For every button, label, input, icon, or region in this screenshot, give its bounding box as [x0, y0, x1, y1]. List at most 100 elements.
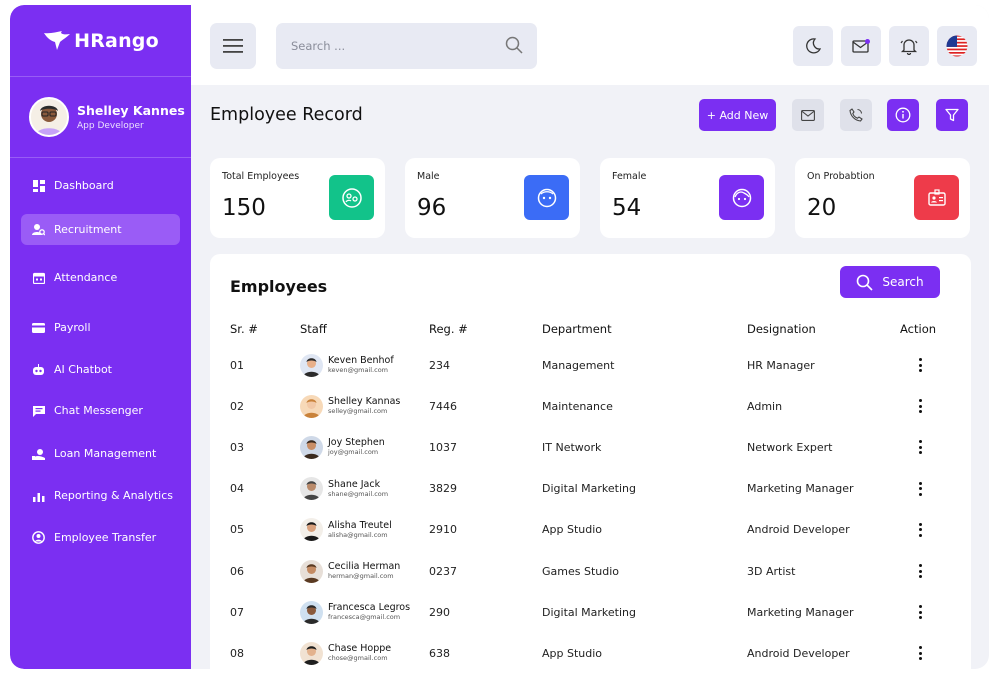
staff-email: herman@gmail.com [328, 572, 394, 580]
female-face-icon [719, 175, 764, 220]
reg-cell: 2910 [429, 523, 457, 537]
column-header-department[interactable]: Department [542, 322, 612, 336]
staff-name: Alisha Treutel [328, 519, 392, 531]
column-header-designation[interactable]: Designation [747, 322, 816, 336]
call-button[interactable] [840, 99, 872, 131]
sr-cell: 04 [230, 482, 244, 496]
bar-chart-icon [32, 489, 45, 502]
stat-label: Female [612, 171, 647, 182]
staff-name: Francesca Legros [328, 602, 411, 614]
stat-card-total-employees[interactable]: Total Employees 150 [210, 158, 385, 238]
reg-cell: 290 [429, 605, 450, 619]
staff-email: joy@gmail.com [328, 448, 379, 457]
page-title: Employee Record [210, 105, 363, 125]
stat-label: Total Employees [222, 171, 300, 182]
stat-value: 150 [222, 195, 266, 221]
more-vertical-icon[interactable] [914, 643, 926, 663]
search-input[interactable]: Search ... [276, 23, 537, 69]
filter-button[interactable] [936, 99, 968, 131]
dark-mode-button[interactable] [793, 26, 833, 66]
staff-email: alisha@gmail.com [328, 530, 388, 539]
avatar [300, 518, 323, 542]
avatar [29, 97, 69, 137]
designation-cell: Network Expert [747, 440, 833, 454]
sidebar-item-loan-management[interactable]: Loan Management [21, 438, 180, 469]
sidebar-item-label: Attendance [54, 271, 118, 284]
designation-cell: Android Developer [747, 646, 850, 660]
table-row[interactable]: 05 Alisha Treutel alisha@gmail.com 2910 … [210, 510, 971, 550]
staff-cell: Joy Stephen joy@gmail.com [300, 427, 385, 467]
row-actions [914, 551, 926, 591]
staff-email: chose@gmail.com [328, 654, 388, 663]
sidebar-item-label: Payroll [54, 321, 91, 334]
hamburger-icon [223, 39, 243, 53]
sidebar-item-label: Employee Transfer [54, 531, 157, 544]
sidebar-item-payroll[interactable]: Payroll [21, 312, 180, 343]
user-profile[interactable]: Shelley Kannes App Developer [10, 77, 191, 158]
sidebar-item-attendance[interactable]: Attendance [21, 262, 180, 293]
logo[interactable]: HRango [10, 5, 191, 77]
department-cell: Digital Marketing [542, 482, 636, 496]
table-row[interactable]: 02 Shelley Kannas selley@gmail.com 7446 … [210, 386, 971, 426]
more-vertical-icon[interactable] [914, 602, 926, 622]
sidebar-item-chat-messenger[interactable]: Chat Messenger [21, 395, 180, 426]
sidebar-item-label: Reporting & Analytics [54, 489, 173, 502]
table-row[interactable]: 01 Keven Benhof keven@gmail.com 234 Mana… [210, 345, 971, 385]
stat-card-male[interactable]: Male 96 [405, 158, 580, 238]
more-vertical-icon[interactable] [914, 396, 926, 416]
notifications-button[interactable] [889, 26, 929, 66]
stat-label: Male [417, 171, 440, 182]
column-header-sr[interactable]: Sr. # [230, 322, 258, 336]
employees-search-button[interactable]: Search [840, 266, 940, 298]
avatar [300, 600, 323, 624]
menu-toggle-button[interactable] [210, 23, 256, 69]
table-row[interactable]: 08 Chase Hoppe chose@gmail.com 638 App S… [210, 633, 971, 669]
stat-value: 20 [807, 195, 837, 221]
more-vertical-icon[interactable] [914, 561, 926, 581]
sidebar-item-label: Loan Management [54, 447, 157, 460]
male-face-icon [524, 175, 569, 220]
us-flag-icon [946, 35, 968, 57]
more-vertical-icon[interactable] [914, 520, 926, 540]
sidebar: HRango Shelley Kannes App Developer [10, 5, 191, 669]
stat-value: 54 [612, 195, 642, 221]
row-actions [914, 345, 926, 385]
designation-cell: HR Manager [747, 358, 815, 372]
stat-card-on-probation[interactable]: On Probabtion 20 [795, 158, 970, 238]
staff-name: Shane Jack [328, 478, 381, 490]
sidebar-item-employee-transfer[interactable]: Employee Transfer [21, 522, 180, 553]
column-header-staff[interactable]: Staff [300, 322, 327, 336]
info-button[interactable] [887, 99, 919, 131]
table-row[interactable]: 03 Joy Stephen joy@gmail.com 1037 IT Net… [210, 427, 971, 467]
staff-cell: Shane Jack shane@gmail.com [300, 469, 388, 509]
sidebar-item-recruitment[interactable]: Recruitment [21, 214, 180, 245]
sidebar-item-ai-chatbot[interactable]: AI Chatbot [21, 354, 180, 385]
table-row[interactable]: 04 Shane Jack shane@gmail.com 3829 Digit… [210, 469, 971, 509]
add-new-button[interactable]: + Add New [699, 99, 776, 131]
column-header-action[interactable]: Action [900, 322, 937, 336]
row-actions [914, 592, 926, 632]
sr-cell: 01 [230, 358, 244, 372]
loan-icon [32, 447, 45, 460]
table-row[interactable]: 06 Cecilia Herman herman@gmail.com 0237 … [210, 551, 971, 591]
table-row[interactable]: 07 Francesca Legros francesca@gmail.com … [210, 592, 971, 632]
sidebar-item-label: AI Chatbot [54, 363, 112, 376]
more-vertical-icon[interactable] [914, 479, 926, 499]
email-button[interactable] [792, 99, 824, 131]
department-cell: App Studio [542, 523, 603, 537]
more-vertical-icon[interactable] [914, 355, 926, 375]
department-cell: Management [542, 358, 615, 372]
sidebar-item-dashboard[interactable]: Dashboard [21, 170, 180, 201]
language-button[interactable] [937, 26, 977, 66]
sidebar-item-label: Dashboard [54, 179, 114, 192]
stat-card-female[interactable]: Female 54 [600, 158, 775, 238]
sidebar-item-reporting-analytics[interactable]: Reporting & Analytics [21, 480, 180, 511]
department-cell: Digital Marketing [542, 605, 636, 619]
department-cell: Maintenance [542, 399, 613, 413]
staff-name: Cecilia Herman [328, 561, 401, 572]
id-badge-icon [914, 175, 959, 220]
more-vertical-icon[interactable] [914, 437, 926, 457]
sr-cell: 08 [230, 646, 244, 660]
messages-button[interactable] [841, 26, 881, 66]
column-header-reg[interactable]: Reg. # [429, 322, 468, 336]
